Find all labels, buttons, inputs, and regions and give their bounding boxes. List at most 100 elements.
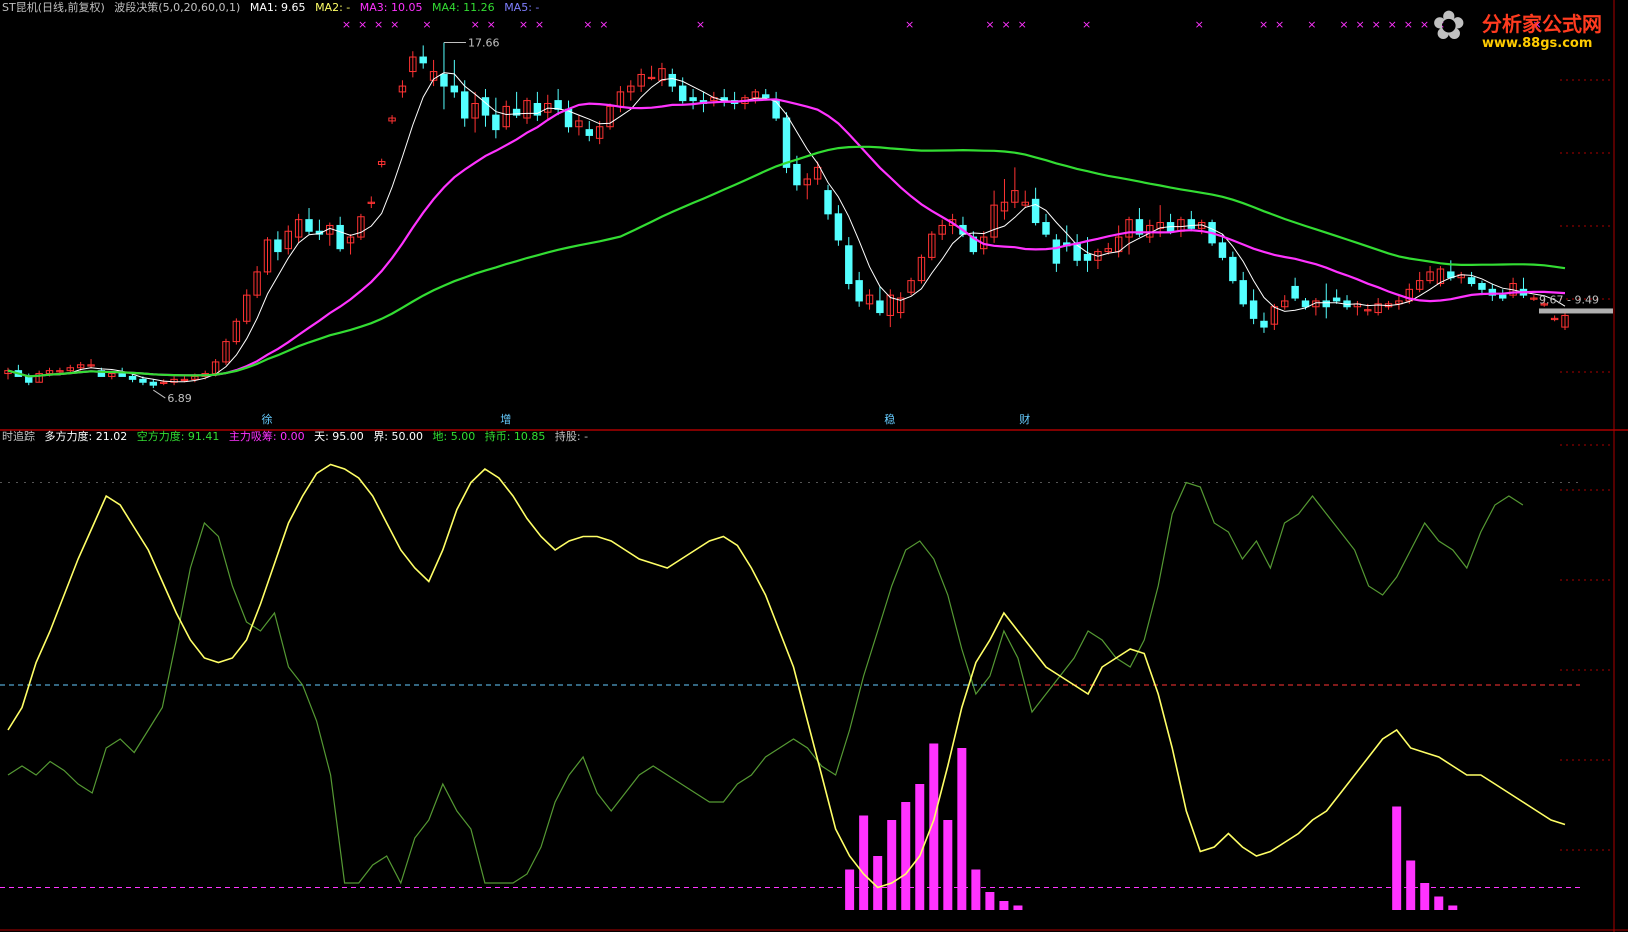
candle-body xyxy=(1260,320,1268,328)
sell-marker: × xyxy=(1404,18,1413,31)
sell-marker: × xyxy=(1436,18,1445,31)
candle-body xyxy=(1426,271,1434,282)
event-marker: 徐 xyxy=(262,412,273,426)
candle-body xyxy=(647,76,656,80)
sell-marker: × xyxy=(471,18,480,31)
sell-marker: × xyxy=(599,18,608,31)
low-pointer xyxy=(153,389,166,399)
candle-body xyxy=(294,219,303,238)
candle-body xyxy=(751,91,760,99)
stock-title: ST昆机(日线,前复权) xyxy=(2,1,105,14)
candle-body xyxy=(180,378,189,382)
candle-body xyxy=(461,91,469,119)
candle-body xyxy=(1094,251,1102,261)
indicator-panel xyxy=(0,463,1580,910)
candle-body xyxy=(855,280,863,302)
candlestick-series xyxy=(4,42,1569,389)
sell-marker: × xyxy=(1018,18,1027,31)
sell-marker: × xyxy=(985,18,994,31)
candle-body xyxy=(533,102,542,116)
accumulation-bar xyxy=(1392,806,1402,910)
candle-body xyxy=(803,178,811,186)
accumulation-bar xyxy=(915,784,925,910)
candle-body xyxy=(336,224,344,250)
sell-marker: × xyxy=(390,18,399,31)
event-marker: 稳 xyxy=(884,412,895,426)
accumulation-bar xyxy=(873,856,883,910)
long-force-line xyxy=(7,463,1566,889)
candle-body xyxy=(388,117,396,122)
candle-body xyxy=(1561,314,1569,328)
event-marker: 增 xyxy=(500,412,511,426)
sell-marker: × xyxy=(1002,18,1011,31)
candle-body xyxy=(108,373,116,377)
candle-body xyxy=(56,370,64,373)
indicator-panel-header: 时追踪 多方力度: 21.02 空方力度: 91.41 主力吸筹: 0.00 天… xyxy=(2,430,594,444)
ma4-line xyxy=(7,145,1566,378)
candle-body xyxy=(492,114,500,131)
candle-body xyxy=(896,297,905,314)
candle-body xyxy=(512,108,521,116)
accumulation-bar xyxy=(1420,883,1430,910)
ma2-readout: MA2: - xyxy=(315,1,351,14)
candle-body xyxy=(813,166,822,180)
accumulation-bar xyxy=(901,802,911,910)
candle-body xyxy=(1301,300,1310,308)
candle-body xyxy=(865,294,874,305)
sell-marker: × xyxy=(487,18,496,31)
price-annotations: 17.66 6.89 9.67 - 9.49 × × × × × × × × × × × × × × × × × × × ×… xyxy=(153,18,1613,426)
candle-body xyxy=(668,73,677,87)
hold-cash-readout: 持币: 10.85 xyxy=(484,430,546,443)
candle-body xyxy=(1436,268,1445,285)
hold-stock-readout: 持股: - xyxy=(554,430,589,443)
candle-body xyxy=(523,100,531,119)
ma5-readout: MA5: - xyxy=(504,1,540,14)
candle-body xyxy=(471,102,479,119)
accumulation-bar xyxy=(929,743,939,910)
accumulation-bar xyxy=(1013,905,1023,910)
candle-body xyxy=(793,163,801,186)
sell-marker: × xyxy=(358,18,367,31)
site-logo[interactable]: ✿ 分析家公式网 www.88gs.com xyxy=(1428,2,1624,54)
moving-average-lines xyxy=(7,72,1566,383)
candle-body xyxy=(1395,300,1403,305)
bound-level-readout: 界: 50.00 xyxy=(373,430,424,443)
last-price-bar xyxy=(1539,308,1613,314)
candle-body xyxy=(1135,219,1144,235)
candle-body xyxy=(97,370,106,377)
candle-body xyxy=(1218,242,1227,258)
sell-marker: × xyxy=(1532,18,1541,31)
ma3-readout: MA3: 10.05 xyxy=(359,1,423,14)
accumulation-bar xyxy=(999,901,1009,910)
candle-body xyxy=(938,224,946,235)
candle-body xyxy=(1052,239,1061,264)
candle-body xyxy=(948,219,957,226)
candle-body xyxy=(315,230,324,235)
candle-body xyxy=(66,367,74,372)
main-accumulation-readout: 主力吸筹: 0.00 xyxy=(228,430,305,443)
ma3-line xyxy=(7,98,1566,378)
candle-body xyxy=(585,129,593,136)
candle-body xyxy=(76,364,85,369)
candle-body xyxy=(824,190,832,215)
candle-body xyxy=(45,370,54,375)
ma1-readout: MA1: 9.65 xyxy=(249,1,306,14)
candle-body xyxy=(377,161,386,165)
sell-marker: × xyxy=(1420,18,1429,31)
candle-body xyxy=(284,230,292,250)
candle-body xyxy=(1499,294,1507,299)
sell-marker: × xyxy=(1372,18,1381,31)
accumulation-bar xyxy=(1406,860,1416,910)
candle-body xyxy=(440,73,448,87)
low-price-label: 6.89 xyxy=(167,392,192,405)
candle-body xyxy=(1021,201,1029,206)
high-price-label: 17.66 xyxy=(468,37,500,50)
short-force-line xyxy=(7,481,1524,885)
candle-body xyxy=(1042,222,1050,235)
candle-body xyxy=(346,236,355,244)
candle-body xyxy=(595,126,604,139)
strategy-label: 波段决策(5,0,20,60,0,1) xyxy=(114,1,241,14)
candle-body xyxy=(419,56,427,64)
accumulation-bar xyxy=(957,748,967,910)
candle-body xyxy=(232,320,241,343)
